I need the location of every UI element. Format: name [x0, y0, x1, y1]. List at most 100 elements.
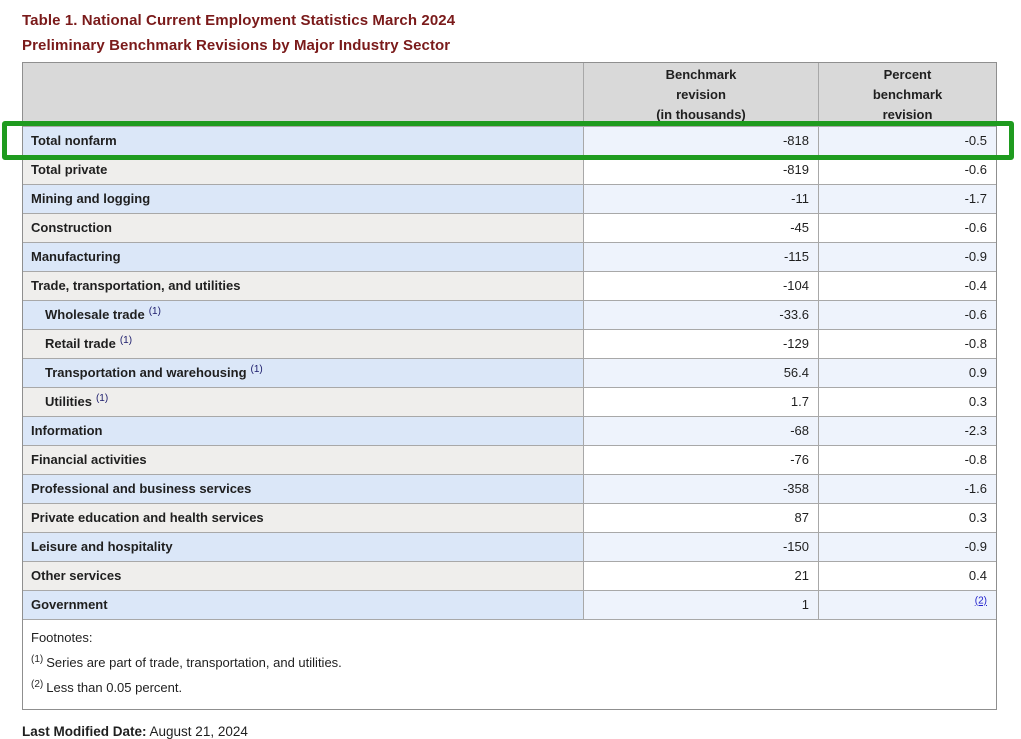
row-label-cell: Manufacturing — [23, 243, 583, 271]
table-body: Total nonfarm -818 -0.5 Total private -819 -0… — [23, 126, 996, 619]
footnote-2-cell-link[interactable]: (2) — [974, 595, 987, 612]
header-industry-column — [23, 63, 583, 126]
table-row: Leisure and hospitality -150 -0.9 — [23, 532, 996, 561]
percent-revision-cell: -0.5 — [818, 127, 996, 155]
row-label-cell: Wholesale trade (1) — [23, 301, 583, 329]
header-percent-line3: revision — [882, 107, 933, 122]
benchmark-revision-cell: 87 — [583, 504, 818, 532]
row-label: Other services — [31, 568, 122, 583]
percent-revision-cell: 0.3 — [818, 388, 996, 416]
table-row: Financial activities -76 -0.8 — [23, 445, 996, 474]
row-label: Professional and business services — [31, 481, 252, 496]
percent-revision-cell: 0.3 — [818, 504, 996, 532]
percent-revision-cell: (2) — [818, 591, 996, 619]
footnote-2-cell-link-text[interactable]: (2) — [974, 595, 987, 607]
benchmark-revision-cell: -68 — [583, 417, 818, 445]
table-row: Private education and health services 87 0… — [23, 503, 996, 532]
percent-revision-cell: -0.4 — [818, 272, 996, 300]
row-label-cell: Financial activities — [23, 446, 583, 474]
benchmark-revisions-table: Benchmark revision (in thousands) Percen… — [22, 62, 997, 710]
table-row: Professional and business services -358 -1… — [23, 474, 996, 503]
last-modified: Last Modified Date: August 21, 2024 — [22, 724, 1021, 739]
table-row: Total private -819 -0.6 — [23, 155, 996, 184]
row-label: Utilities — [45, 394, 92, 409]
percent-revision-cell: -1.6 — [818, 475, 996, 503]
last-modified-label: Last Modified Date: — [22, 724, 147, 739]
row-label-cell: Leisure and hospitality — [23, 533, 583, 561]
row-label: Information — [31, 423, 103, 438]
row-label: Private education and health services — [31, 510, 264, 525]
table-row: Mining and logging -11 -1.7 — [23, 184, 996, 213]
header-benchmark-line2: revision — [676, 87, 726, 102]
row-label: Mining and logging — [31, 191, 151, 206]
row-label: Trade, transportation, and utilities — [31, 278, 241, 293]
row-label: Wholesale trade — [45, 307, 145, 322]
benchmark-revision-cell: -129 — [583, 330, 818, 358]
row-label: Total private — [31, 162, 108, 177]
percent-revision-cell: -0.9 — [818, 243, 996, 271]
benchmark-revision-cell: -11 — [583, 185, 818, 213]
row-label-cell: Transportation and warehousing (1) — [23, 359, 583, 387]
footnote-1-marker: (1) — [31, 653, 44, 665]
row-label: Total nonfarm — [31, 133, 117, 148]
footnote-1: (1) Series are part of trade, transportat… — [31, 650, 996, 675]
benchmark-revision-cell: 1.7 — [583, 388, 818, 416]
benchmark-revision-cell: 56.4 — [583, 359, 818, 387]
row-label: Leisure and hospitality — [31, 539, 173, 554]
row-label: Transportation and warehousing — [45, 365, 247, 380]
footnote-2: (2) Less than 0.05 percent. — [31, 675, 996, 700]
header-percent-line2: benchmark — [872, 87, 943, 102]
footnote-marker-link[interactable]: (1) — [250, 363, 263, 375]
table-row: Wholesale trade (1) -33.6 -0.6 — [23, 300, 996, 329]
table-row: Utilities (1) 1.7 0.3 — [23, 387, 996, 416]
row-label: Construction — [31, 220, 112, 235]
percent-revision-cell: -0.6 — [818, 214, 996, 242]
table-row: Government 1 (2) — [23, 590, 996, 619]
percent-revision-cell: -2.3 — [818, 417, 996, 445]
row-label-cell: Professional and business services — [23, 475, 583, 503]
benchmark-revision-cell: -115 — [583, 243, 818, 271]
benchmark-revision-cell: -104 — [583, 272, 818, 300]
row-label-cell: Mining and logging — [23, 185, 583, 213]
benchmark-revision-cell: -45 — [583, 214, 818, 242]
row-label-cell: Government — [23, 591, 583, 619]
table-row: Construction -45 -0.6 — [23, 213, 996, 242]
percent-revision-cell: -0.9 — [818, 533, 996, 561]
row-label: Manufacturing — [31, 249, 121, 264]
table-row: Other services 21 0.4 — [23, 561, 996, 590]
percent-revision-cell: -1.7 — [818, 185, 996, 213]
footnote-marker-link[interactable]: (1) — [119, 334, 133, 346]
table-title-line1: Table 1. National Current Employment Sta… — [22, 12, 456, 29]
table-title-line2: Preliminary Benchmark Revisions by Major… — [22, 37, 451, 54]
row-label-cell: Other services — [23, 562, 583, 590]
header-benchmark-line3: (in thousands) — [656, 107, 746, 122]
footnote-marker-link[interactable]: (1) — [148, 305, 161, 317]
percent-revision-cell: -0.8 — [818, 330, 996, 358]
percent-revision-cell: -0.6 — [818, 301, 996, 329]
benchmark-revision-cell: 1 — [583, 591, 818, 619]
row-label-cell: Utilities (1) — [23, 388, 583, 416]
footnote-marker-link[interactable]: (1) — [95, 392, 109, 404]
table-header-row: Benchmark revision (in thousands) Percen… — [23, 63, 996, 126]
table-row: Manufacturing -115 -0.9 — [23, 242, 996, 271]
footnotes-heading: Footnotes: — [31, 630, 93, 645]
benchmark-revision-cell: -818 — [583, 127, 818, 155]
table-row: Information -68 -2.3 — [23, 416, 996, 445]
header-benchmark-line1: Benchmark — [665, 67, 737, 82]
benchmark-revision-cell: -150 — [583, 533, 818, 561]
table-row: Trade, transportation, and utilities -104… — [23, 271, 996, 300]
benchmark-revision-cell: 21 — [583, 562, 818, 590]
percent-revision-cell: 0.9 — [818, 359, 996, 387]
row-label-cell: Information — [23, 417, 583, 445]
table-title: Table 1. National Current Employment Sta… — [22, 8, 1021, 58]
header-percent-revision-column: Percent benchmark revision — [818, 63, 996, 126]
row-label-cell: Total nonfarm — [23, 127, 583, 155]
footnotes-section: Footnotes: (1) Series are part of trade, … — [23, 619, 996, 709]
table-row: Total nonfarm -818 -0.5 — [23, 126, 996, 155]
percent-revision-cell: -0.6 — [818, 156, 996, 184]
table-row: Transportation and warehousing (1) 56.4 0.9 — [23, 358, 996, 387]
row-label: Government — [31, 597, 108, 612]
footnote-1-text: Series are part of trade, transportation… — [46, 655, 342, 670]
benchmark-revision-cell: -33.6 — [583, 301, 818, 329]
